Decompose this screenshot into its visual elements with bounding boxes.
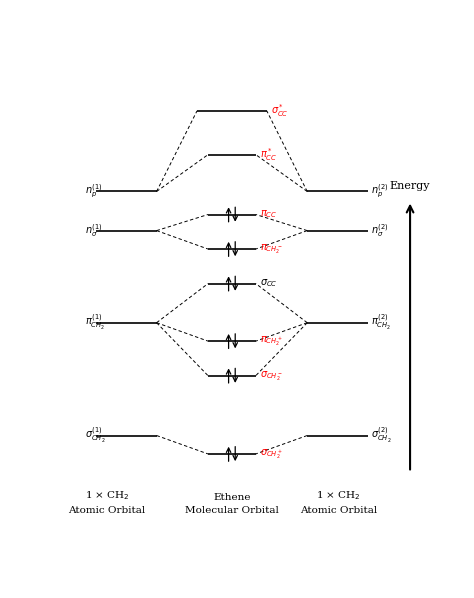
Text: 1 × CH$_2$: 1 × CH$_2$ (84, 490, 129, 502)
Text: $\sigma_{CH_2}^{(1)}$: $\sigma_{CH_2}^{(1)}$ (85, 426, 106, 445)
Text: $\sigma^*_{CC}$: $\sigma^*_{CC}$ (271, 102, 289, 119)
Text: $n_p^{(2)}$: $n_p^{(2)}$ (372, 183, 389, 200)
Text: Ethene: Ethene (213, 493, 251, 502)
Text: 1 × CH$_2$: 1 × CH$_2$ (316, 490, 361, 502)
Text: $n_p^{(1)}$: $n_p^{(1)}$ (85, 183, 103, 200)
Text: Atomic Orbital: Atomic Orbital (300, 506, 377, 515)
Text: $n_\sigma^{(2)}$: $n_\sigma^{(2)}$ (372, 222, 389, 239)
Text: $\sigma_{CH_2}^{(2)}$: $\sigma_{CH_2}^{(2)}$ (372, 426, 392, 445)
Text: $\pi_{CH_2}^{(1)}$: $\pi_{CH_2}^{(1)}$ (85, 313, 105, 332)
Text: $\pi_{CH_2}^{(2)}$: $\pi_{CH_2}^{(2)}$ (372, 313, 392, 332)
Text: $\pi_{CH_2^+}$: $\pi_{CH_2^+}$ (260, 334, 283, 348)
Text: $n_\sigma^{(1)}$: $n_\sigma^{(1)}$ (85, 222, 103, 239)
Text: $\sigma_{CH_2^-}$: $\sigma_{CH_2^-}$ (260, 369, 283, 383)
Text: $\pi^*_{CC}$: $\pi^*_{CC}$ (260, 147, 277, 163)
Text: $\sigma_{CC}$: $\sigma_{CC}$ (260, 277, 278, 289)
Text: $\pi_{CH_2^-}$: $\pi_{CH_2^-}$ (260, 242, 283, 256)
Text: Atomic Orbital: Atomic Orbital (68, 506, 146, 515)
Text: $\sigma_{CH_2^+}$: $\sigma_{CH_2^+}$ (260, 447, 283, 461)
Text: $\pi_{CC}$: $\pi_{CC}$ (260, 209, 277, 221)
Text: Molecular Orbital: Molecular Orbital (185, 506, 279, 515)
Text: Energy: Energy (390, 181, 430, 191)
